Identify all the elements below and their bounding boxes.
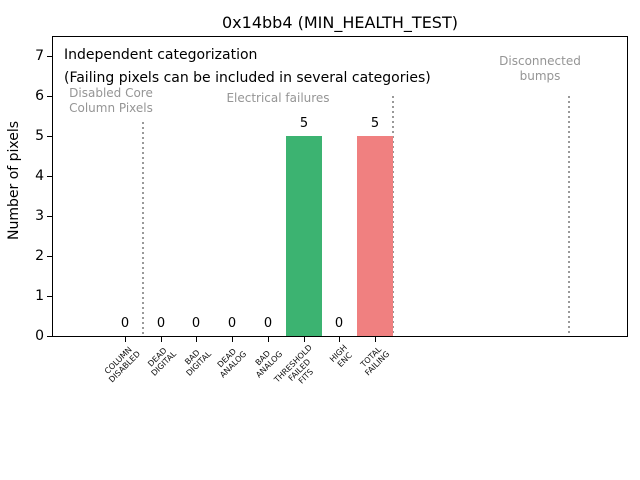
bar-total-failing (357, 136, 393, 336)
y-tick-mark (47, 336, 52, 337)
bar-threshold-failed-fits (286, 136, 322, 336)
y-tick-mark (47, 216, 52, 217)
x-tick-mark (232, 337, 233, 342)
x-tick-mark (339, 337, 340, 342)
y-tick-label: 1 (35, 288, 44, 304)
y-tick-label: 5 (35, 128, 44, 144)
section-label-disconnected-bumps: Disconnected bumps (499, 54, 581, 83)
bar-value-label: 0 (334, 316, 344, 331)
bar-value-label: 0 (156, 316, 166, 331)
y-tick-mark (47, 56, 52, 57)
y-tick-label: 4 (35, 168, 44, 184)
y-tick-label: 6 (35, 88, 44, 104)
x-tick-mark (268, 337, 269, 342)
y-tick-mark (47, 256, 52, 257)
x-tick-mark (196, 337, 197, 342)
note-failing-pixels: (Failing pixels can be included in sever… (64, 70, 431, 86)
bar-value-label: 5 (299, 116, 309, 131)
x-tick-mark (125, 337, 126, 342)
y-tick-label: 3 (35, 208, 44, 224)
separator-line-electrical (392, 96, 394, 336)
bar-value-label: 0 (263, 316, 273, 331)
section-label-disabled-core-column-pixels: Disabled Core Column Pixels (69, 86, 153, 115)
y-tick-label: 7 (35, 48, 44, 64)
separator-line-disconnected (568, 96, 570, 336)
x-tick-mark (304, 337, 305, 342)
note-independent-categorization: Independent categorization (64, 47, 258, 63)
y-tick-label: 2 (35, 248, 44, 264)
y-tick-label: 0 (35, 328, 44, 344)
bar-value-label: 0 (227, 316, 237, 331)
bar-value-label: 5 (370, 116, 380, 131)
y-tick-mark (47, 96, 52, 97)
x-tick-mark (161, 337, 162, 342)
x-tick-mark (375, 337, 376, 342)
chart-title: 0x14bb4 (MIN_HEALTH_TEST) (222, 13, 458, 32)
bar-value-label: 0 (191, 316, 201, 331)
plot-area (52, 36, 628, 337)
bar-value-label: 0 (120, 316, 130, 331)
y-tick-mark (47, 136, 52, 137)
y-tick-mark (47, 296, 52, 297)
y-tick-mark (47, 176, 52, 177)
section-label-electrical-failures: Electrical failures (226, 91, 330, 105)
separator-line-disabled-core (142, 122, 144, 336)
